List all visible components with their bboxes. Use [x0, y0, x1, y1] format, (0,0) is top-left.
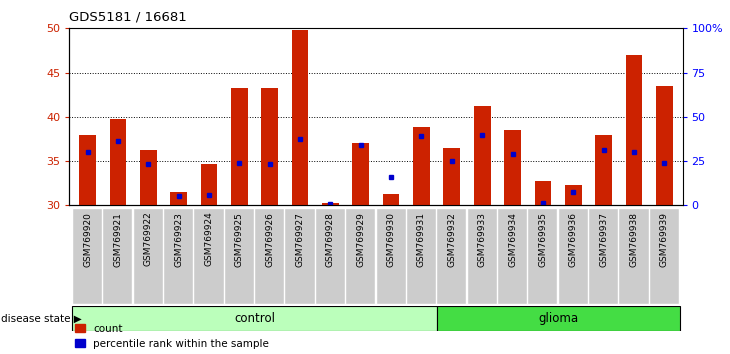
Text: GSM769928: GSM769928 [326, 212, 335, 267]
Legend: count, percentile rank within the sample: count, percentile rank within the sample [74, 324, 269, 349]
Text: GSM769932: GSM769932 [447, 212, 456, 267]
Text: GSM769933: GSM769933 [477, 212, 487, 267]
Bar [104, 209, 132, 304]
Bar [558, 209, 588, 304]
Text: GSM769937: GSM769937 [599, 212, 608, 267]
Bar [201, 164, 218, 205]
Bar [650, 209, 679, 304]
Bar [80, 135, 96, 205]
Bar [255, 209, 284, 304]
Bar [225, 209, 254, 304]
Bar [353, 143, 369, 205]
Text: GSM769939: GSM769939 [660, 212, 669, 267]
Bar [498, 209, 527, 304]
Bar [231, 88, 247, 205]
Text: GDS5181 / 16681: GDS5181 / 16681 [69, 11, 187, 24]
Bar [504, 130, 521, 205]
Text: disease state ▶: disease state ▶ [1, 314, 82, 324]
Bar [73, 209, 102, 304]
Text: GSM769920: GSM769920 [83, 212, 92, 267]
Text: GSM769926: GSM769926 [265, 212, 274, 267]
Text: GSM769931: GSM769931 [417, 212, 426, 267]
Text: GSM769935: GSM769935 [539, 212, 548, 267]
Bar [292, 30, 308, 205]
Bar [322, 202, 339, 205]
Bar [468, 209, 497, 304]
Text: GSM769925: GSM769925 [235, 212, 244, 267]
Bar [72, 306, 437, 331]
Bar [656, 86, 672, 205]
Text: GSM769927: GSM769927 [296, 212, 304, 267]
Text: GSM769922: GSM769922 [144, 212, 153, 267]
Bar [407, 209, 436, 304]
Text: glioma: glioma [538, 312, 578, 325]
Text: GSM769930: GSM769930 [387, 212, 396, 267]
Bar [346, 209, 375, 304]
Bar [261, 88, 278, 205]
Bar [437, 209, 466, 304]
Bar [140, 149, 157, 205]
Bar [285, 209, 315, 304]
Bar [444, 148, 460, 205]
Bar [620, 209, 648, 304]
Bar [474, 106, 491, 205]
Bar [534, 181, 551, 205]
Bar [437, 306, 680, 331]
Bar [194, 209, 223, 304]
Bar [134, 209, 163, 304]
Bar [413, 127, 430, 205]
Bar [595, 135, 612, 205]
Text: GSM769921: GSM769921 [113, 212, 123, 267]
Bar [164, 209, 193, 304]
Bar [589, 209, 618, 304]
Text: GSM769938: GSM769938 [629, 212, 639, 267]
Text: GSM769934: GSM769934 [508, 212, 517, 267]
Bar [170, 192, 187, 205]
Bar [316, 209, 345, 304]
Bar [110, 119, 126, 205]
Text: GSM769936: GSM769936 [569, 212, 577, 267]
Text: GSM769924: GSM769924 [204, 212, 213, 267]
Text: control: control [234, 312, 275, 325]
Bar [565, 185, 582, 205]
Text: GSM769923: GSM769923 [174, 212, 183, 267]
Bar [529, 209, 558, 304]
Bar [383, 194, 399, 205]
Text: GSM769929: GSM769929 [356, 212, 365, 267]
Bar [377, 209, 406, 304]
Bar [626, 55, 642, 205]
